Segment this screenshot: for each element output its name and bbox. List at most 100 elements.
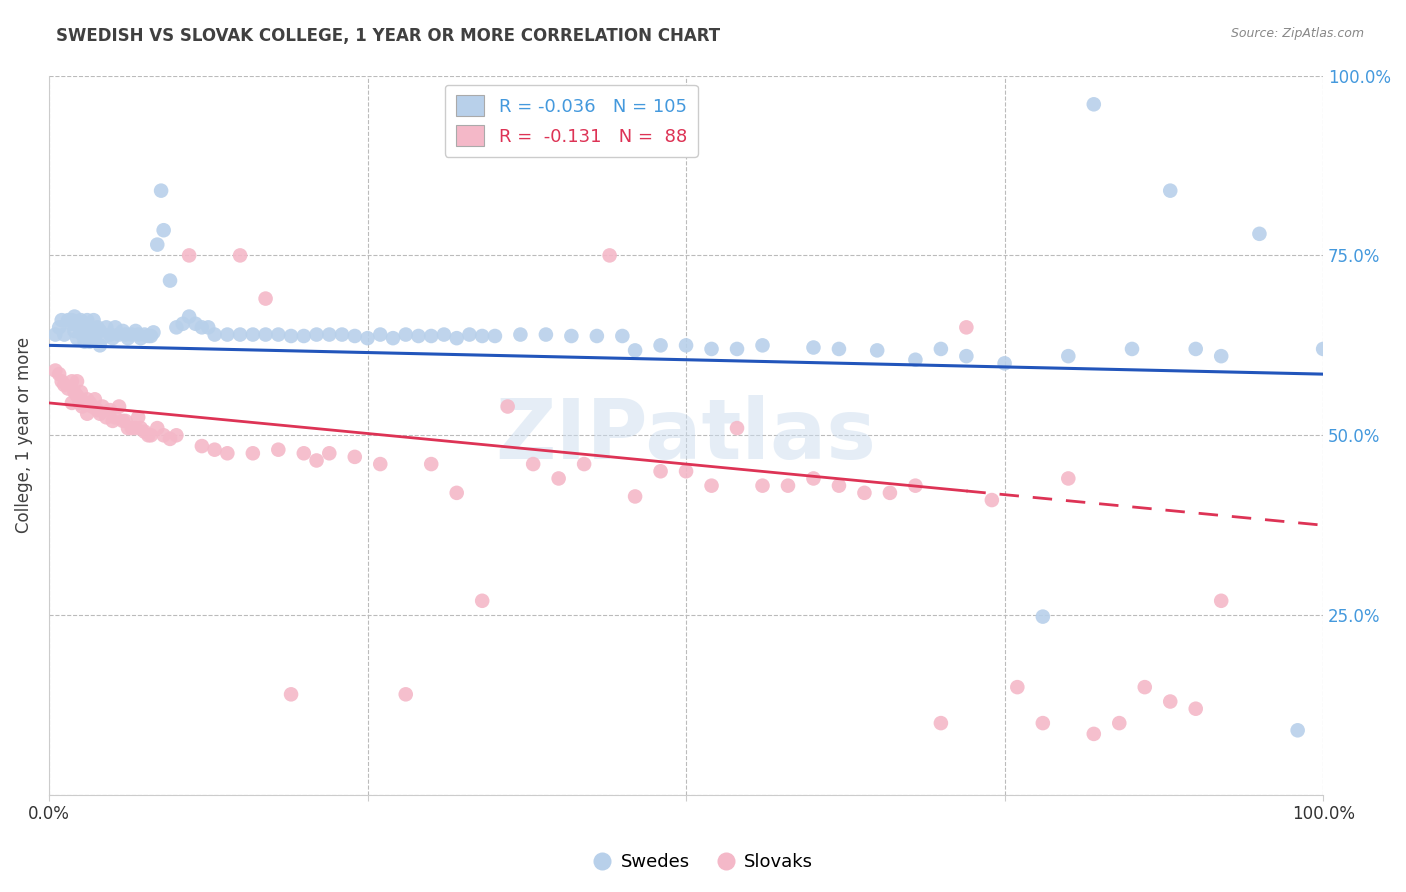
Point (904, 352, 927, 367)
Point (66, 331, 89, 345)
Point (446, 486, 468, 500)
Point (117, 331, 139, 345)
Point (547, 471, 569, 485)
Point (73, 317, 96, 331)
Point (433, 327, 456, 342)
Point (751, 478, 773, 492)
Point (79, 334, 101, 349)
Point (879, 486, 901, 500)
Point (179, 248, 201, 262)
Point (776, 478, 799, 492)
Point (152, 223, 174, 237)
Point (828, 478, 851, 492)
Point (242, 446, 264, 460)
Point (138, 329, 160, 343)
Point (86, 403, 108, 417)
Point (82, 324, 104, 338)
Point (1007, 680, 1029, 694)
Point (98, 327, 121, 342)
Point (89, 338, 111, 352)
Point (70, 400, 93, 414)
Point (1286, 723, 1309, 738)
Point (803, 341, 825, 355)
Point (146, 421, 169, 435)
Point (165, 428, 187, 442)
Point (117, 421, 139, 435)
Point (1249, 227, 1271, 241)
Point (1057, 349, 1080, 363)
Point (152, 428, 174, 442)
Point (51, 374, 73, 388)
Point (66, 374, 89, 388)
Point (484, 329, 506, 343)
Point (330, 327, 353, 342)
Point (408, 329, 430, 343)
Legend: R = -0.036   N = 105, R =  -0.131   N =  88: R = -0.036 N = 105, R = -0.131 N = 88 (444, 85, 697, 157)
Point (69, 385, 91, 400)
Point (1184, 702, 1206, 716)
Point (142, 326, 165, 340)
Point (76, 407, 98, 421)
Point (929, 342, 952, 356)
Point (82, 400, 104, 414)
Point (395, 327, 418, 342)
Point (292, 446, 315, 460)
Point (165, 320, 187, 334)
Point (955, 349, 977, 363)
Point (179, 310, 201, 324)
Point (267, 327, 290, 342)
Point (420, 329, 443, 343)
Point (586, 329, 609, 343)
Point (76, 327, 98, 342)
Point (217, 327, 239, 342)
Point (83, 392, 105, 407)
Point (612, 329, 634, 343)
Point (76, 313, 98, 327)
Point (124, 421, 146, 435)
Point (624, 343, 647, 358)
Point (343, 329, 366, 343)
Point (305, 327, 328, 342)
Point (292, 329, 315, 343)
Point (91, 331, 114, 345)
Point (534, 327, 557, 342)
Point (305, 453, 328, 467)
Point (1184, 342, 1206, 356)
Point (124, 324, 146, 338)
Point (197, 320, 219, 334)
Point (63, 385, 86, 400)
Point (980, 493, 1002, 508)
Point (146, 237, 169, 252)
Point (56, 313, 79, 327)
Point (51, 313, 73, 327)
Point (204, 442, 226, 457)
Point (83, 331, 105, 345)
Point (66, 317, 89, 331)
Point (343, 450, 366, 464)
Point (624, 490, 647, 504)
Point (134, 425, 156, 439)
Point (127, 410, 149, 425)
Point (114, 327, 136, 342)
Point (254, 327, 277, 342)
Point (382, 331, 405, 345)
Point (217, 446, 239, 460)
Point (904, 478, 927, 492)
Point (114, 414, 136, 428)
Point (134, 327, 156, 342)
Point (1159, 694, 1181, 708)
Point (471, 329, 494, 343)
Point (73, 396, 96, 410)
Point (650, 338, 672, 352)
Point (191, 439, 214, 453)
Point (675, 338, 697, 352)
Point (111, 414, 134, 428)
Point (446, 331, 468, 345)
Point (127, 327, 149, 342)
Point (280, 329, 302, 343)
Point (139, 428, 162, 442)
Point (108, 400, 131, 414)
Point (1159, 184, 1181, 198)
Point (994, 356, 1017, 370)
Point (229, 248, 252, 262)
